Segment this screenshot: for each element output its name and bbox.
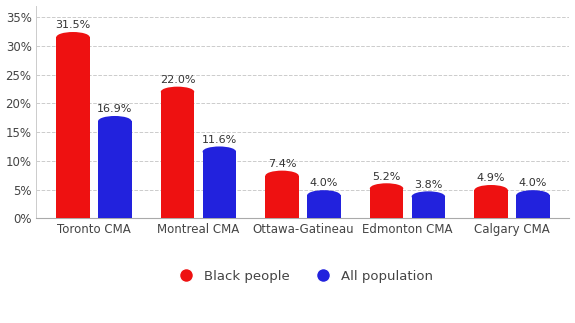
Text: 11.6%: 11.6%: [202, 135, 237, 145]
Ellipse shape: [370, 183, 403, 193]
Ellipse shape: [307, 190, 340, 201]
FancyBboxPatch shape: [307, 195, 340, 218]
Text: 16.9%: 16.9%: [97, 104, 132, 114]
Text: 4.0%: 4.0%: [519, 178, 547, 188]
Ellipse shape: [265, 171, 299, 181]
Text: 22.0%: 22.0%: [160, 75, 196, 85]
FancyBboxPatch shape: [516, 195, 550, 218]
Text: 7.4%: 7.4%: [268, 159, 296, 169]
Text: 5.2%: 5.2%: [373, 172, 401, 182]
FancyBboxPatch shape: [412, 196, 445, 218]
Text: 31.5%: 31.5%: [55, 20, 91, 30]
Ellipse shape: [202, 146, 236, 157]
FancyBboxPatch shape: [56, 37, 90, 218]
Text: 4.0%: 4.0%: [310, 178, 338, 188]
Ellipse shape: [412, 191, 445, 202]
FancyBboxPatch shape: [265, 176, 299, 218]
Ellipse shape: [474, 185, 508, 195]
Text: 3.8%: 3.8%: [414, 180, 443, 190]
Legend: Black people, All population: Black people, All population: [167, 265, 439, 288]
FancyBboxPatch shape: [161, 92, 194, 218]
Ellipse shape: [161, 87, 194, 97]
Text: 4.9%: 4.9%: [477, 173, 505, 183]
FancyBboxPatch shape: [98, 121, 132, 218]
FancyBboxPatch shape: [202, 151, 236, 218]
Ellipse shape: [516, 190, 550, 201]
Ellipse shape: [98, 116, 132, 126]
Ellipse shape: [56, 32, 90, 42]
FancyBboxPatch shape: [474, 190, 508, 218]
FancyBboxPatch shape: [370, 188, 403, 218]
